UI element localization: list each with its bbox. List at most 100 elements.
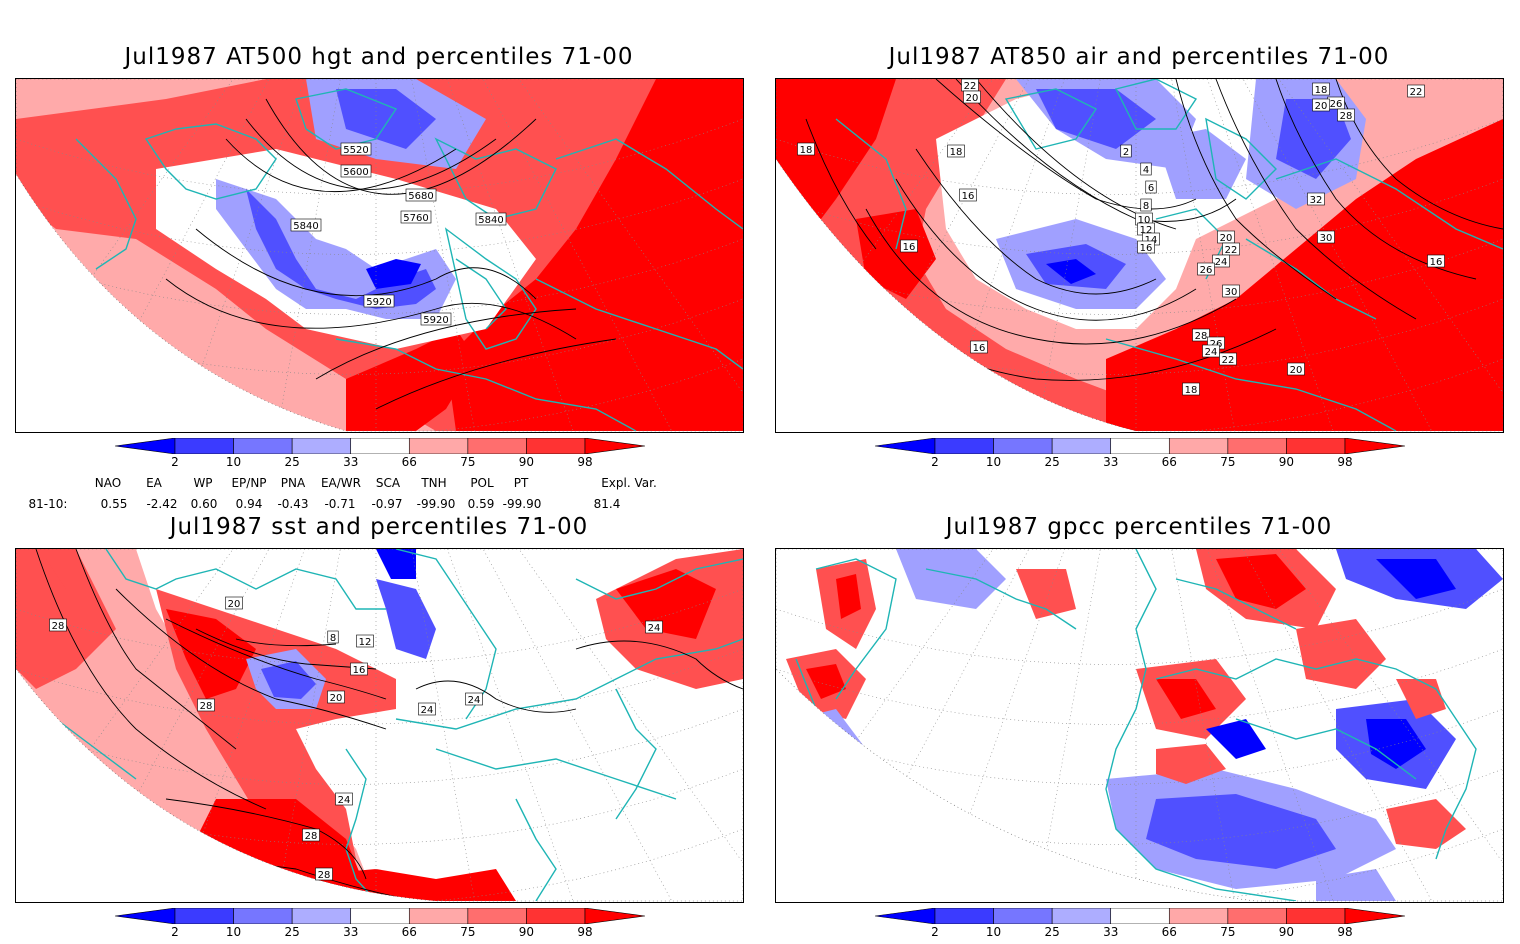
contour-label-25: 20 <box>1287 362 1305 376</box>
colorbar-tick-label: 10 <box>225 455 242 469</box>
index-value: -0.43 <box>277 497 309 511</box>
coastline-0 <box>105 549 386 610</box>
contour-label-box <box>1202 344 1220 358</box>
index-value: -2.42 <box>146 497 178 511</box>
contour-label-box <box>197 698 215 712</box>
contour-label-text: 26 <box>1330 99 1343 110</box>
colorbar-segment-5 <box>408 908 469 924</box>
contour-line-3 <box>195 228 537 300</box>
coastline-4 <box>1235 718 1417 780</box>
contour-label-box <box>302 828 320 842</box>
contour-line-11 <box>805 118 877 250</box>
latitude-line <box>776 238 1503 315</box>
contour-label-box <box>49 618 67 632</box>
colorbar-tick-label: 75 <box>460 455 476 469</box>
colorbar-tick-label: 2 <box>171 455 179 469</box>
index-name: EP/NP <box>231 476 267 490</box>
contour-label-text: 30 <box>1320 233 1333 244</box>
contour-line-7 <box>1175 79 1337 300</box>
percentile-shading-21 <box>1316 869 1396 901</box>
index-value: -0.97 <box>371 497 403 511</box>
colorbar-tick-label: 25 <box>1044 455 1060 469</box>
contour-label-1: 5600 <box>340 164 372 178</box>
percentile-shading-16 <box>1366 719 1426 769</box>
contour-label-text: 24 <box>1205 347 1218 358</box>
map-sst: 28 20 8 12 16 20 24 28 28 28 24 24 24 <box>15 548 744 903</box>
contour-label-11: 10 <box>1135 212 1153 226</box>
coastline-6 <box>835 118 907 250</box>
coastline-5 <box>555 138 743 230</box>
contour-label-0: 28 <box>49 618 67 632</box>
graticule <box>16 79 743 431</box>
coastline-1 <box>395 549 497 720</box>
colorbar-segment-7 <box>1286 438 1346 454</box>
contour-line-6 <box>165 798 367 880</box>
hemisphere-boundary <box>776 79 1503 432</box>
contour-label-26: 32 <box>1307 192 1325 206</box>
contour-label-32: 20 <box>1312 98 1330 112</box>
colorbar-tick-label: 10 <box>225 925 242 939</box>
percentile-shading-11 <box>376 549 416 579</box>
contour-label-text: 28 <box>200 701 213 712</box>
index-name: POL <box>470 476 494 490</box>
colorbar-tick-label: 33 <box>1103 925 1119 939</box>
colorbar-tick-label: 66 <box>401 925 417 939</box>
contour-label-text: 18 <box>800 145 813 156</box>
contour-label-text: 8 <box>1143 201 1149 212</box>
colorbar-tick-label: 10 <box>985 455 1002 469</box>
index-name: TNH <box>421 476 447 490</box>
percentile-shading-2 <box>446 79 743 431</box>
colorbar-tick-label: 66 <box>1161 925 1177 939</box>
percentile-shading-3 <box>166 609 256 699</box>
longitude-line <box>275 549 377 901</box>
contour-label-box <box>900 239 918 253</box>
contour-label-text: 8 <box>330 633 336 644</box>
colorbar-tick-label: 2 <box>931 455 939 469</box>
contour-label-11: 24 <box>465 692 483 706</box>
contour-line-1 <box>955 79 1237 222</box>
map-hgt500: 5520 5600 5680 5760 5840 5840 5920 5920 <box>15 78 744 433</box>
contour-label-3: 5760 <box>400 210 432 224</box>
colorbar-segment-1 <box>934 438 994 454</box>
colorbar-segment-2 <box>233 908 293 924</box>
contour-line-3 <box>165 618 387 700</box>
percentile-shading-1 <box>776 79 1196 431</box>
contour-label-18: 26 <box>1197 262 1215 276</box>
colorbar-arrow-low <box>875 908 936 924</box>
contour-line-0 <box>225 138 457 193</box>
longitude-line <box>375 549 743 901</box>
contour-label-box <box>418 702 436 716</box>
contour-label-14: 16 <box>1137 240 1155 254</box>
colorbar-graphic <box>875 438 1405 454</box>
colorbar-segment-6 <box>1227 908 1287 924</box>
percentile-shading-1 <box>836 574 861 619</box>
colorbar-segment-1 <box>174 438 234 454</box>
contour-label-4: 5840 <box>475 212 507 226</box>
colorbar-tick-label: 75 <box>460 925 476 939</box>
contour-label-text: 16 <box>973 343 986 354</box>
colorbar-segment-1 <box>174 908 234 924</box>
colorbar-tick-label: 98 <box>1337 925 1353 939</box>
coastline-8 <box>615 688 657 820</box>
contour-line-2 <box>115 588 387 730</box>
percentile-shading-9 <box>336 89 436 149</box>
colorbar-segment-4 <box>350 438 410 454</box>
colorbar-tick-label: 25 <box>284 455 300 469</box>
contour-label-4: 16 <box>959 188 977 202</box>
percentile-shading-3 <box>806 664 846 699</box>
index-name: SCA <box>375 476 401 490</box>
coastline-6 <box>535 278 743 370</box>
coastline-0 <box>1004 88 1098 150</box>
latitude-line <box>776 118 1503 195</box>
contour-label-30: 28 <box>1337 108 1355 122</box>
index-values-row: 81-10: 0.55 -2.42 0.60 0.94 -0.43 -0.71 -0.97-… <box>0 497 760 513</box>
contour-label-box <box>356 634 374 648</box>
colorbar-tick-label: 90 <box>1278 925 1295 939</box>
contour-label-text: 24 <box>648 623 661 634</box>
percentile-shading-19 <box>1396 679 1446 719</box>
colorbar-segment-3 <box>291 908 352 924</box>
percentile-shading-6 <box>246 189 436 309</box>
percentile-shading-17 <box>1206 719 1266 759</box>
longitude-line <box>1135 549 1237 901</box>
contour-label-box <box>1407 84 1425 98</box>
